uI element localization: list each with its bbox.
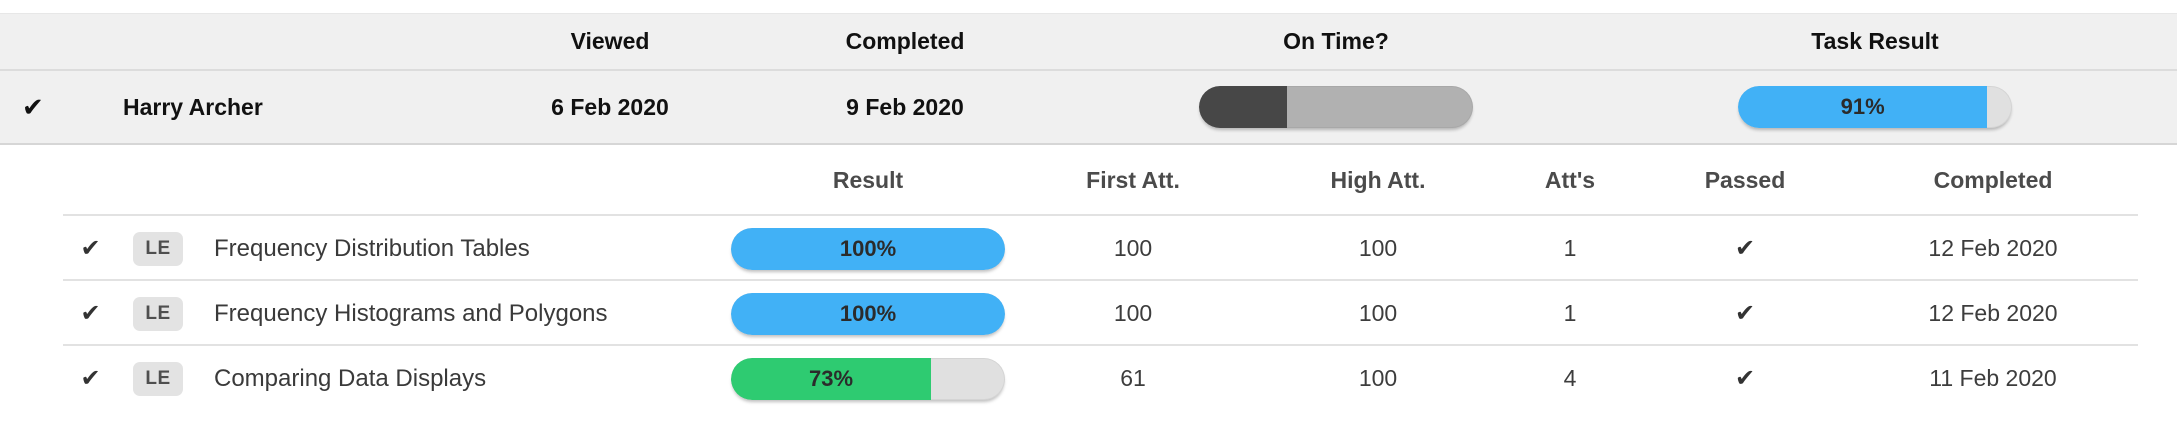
task-result-bar[interactable]: 91% xyxy=(1738,86,2012,128)
high-attempt-score: 100 xyxy=(1358,365,1398,391)
col-header-high-att: High Att. xyxy=(1330,167,1426,193)
on-time-bar-fill xyxy=(1199,86,1287,128)
viewed-check-icon: ✔ xyxy=(80,234,101,262)
subtask-title[interactable]: Comparing Data Displays xyxy=(214,364,487,392)
first-attempt-score: 61 xyxy=(1120,365,1146,391)
subtasks-table: Result First Att. High Att. Att's Passed… xyxy=(0,145,2177,411)
completed-date: 11 Feb 2020 xyxy=(1929,365,2057,391)
viewed-check-cell: ✔ xyxy=(63,364,118,392)
col-header-first-att: First Att. xyxy=(1086,167,1180,193)
high-attempt-score: 100 xyxy=(1358,235,1398,261)
attempts-count: 1 xyxy=(1563,300,1577,326)
subtask-row[interactable]: ✔ LE Comparing Data Displays 73% 61 100 … xyxy=(0,346,2177,411)
on-time-bar[interactable] xyxy=(1199,86,1473,128)
viewed-check-cell: ✔ xyxy=(63,234,118,262)
completed-date: 9 Feb 2020 xyxy=(846,93,964,120)
attempts-count: 4 xyxy=(1563,365,1577,391)
badge-cell: LE xyxy=(118,361,198,396)
passed-cell: ✔ xyxy=(1642,364,1848,392)
lesson-type-badge: LE xyxy=(133,231,183,266)
task-result-percent-label: 91% xyxy=(1840,94,1885,119)
high-attempt-score: 100 xyxy=(1358,300,1398,326)
col-header-task-result: Task Result xyxy=(1811,28,1939,54)
lesson-type-badge: LE xyxy=(133,361,183,396)
col-header-completed: Completed xyxy=(1933,167,2053,193)
subtable-body: ✔ LE Frequency Distribution Tables 100% … xyxy=(0,216,2177,411)
badge-cell: LE xyxy=(118,296,198,331)
student-name: Harry Archer xyxy=(123,93,263,120)
passed-check-icon: ✔ xyxy=(1734,299,1756,327)
first-attempt-score: 100 xyxy=(1113,300,1153,326)
col-header-atts: Att's xyxy=(1544,167,1596,193)
passed-check-icon: ✔ xyxy=(1734,364,1756,392)
viewed-check-icon: ✔ xyxy=(80,364,101,392)
result-percent-label: 100% xyxy=(839,235,897,261)
viewed-date: 6 Feb 2020 xyxy=(551,93,669,120)
result-percent-label: 73% xyxy=(808,365,854,391)
on-time-cell xyxy=(1060,86,1612,128)
passed-cell: ✔ xyxy=(1642,299,1848,327)
result-percent-label: 100% xyxy=(839,300,897,326)
col-header-passed: Passed xyxy=(1704,167,1786,193)
subtask-title[interactable]: Frequency Histograms and Polygons xyxy=(214,299,608,327)
col-header-viewed: Viewed xyxy=(570,28,650,54)
col-header-on-time: On Time? xyxy=(1283,28,1389,54)
result-bar[interactable]: 100% xyxy=(731,227,1005,270)
viewed-check-icon: ✔ xyxy=(80,299,101,327)
viewed-check-icon: ✔ xyxy=(22,92,44,122)
student-summary-row[interactable]: ✔ Harry Archer 6 Feb 2020 9 Feb 2020 91% xyxy=(0,71,2177,143)
subtask-row[interactable]: ✔ LE Frequency Histograms and Polygons 1… xyxy=(0,281,2177,346)
assignment-progress-report: Viewed Completed On Time? Task Result ✔ … xyxy=(0,13,2177,439)
col-header-result: Result xyxy=(832,167,904,193)
subtable-header-row: Result First Att. High Att. Att's Passed… xyxy=(0,145,2177,216)
task-result-cell: 91% xyxy=(1612,86,2138,128)
task-result-bar-fill: 91% xyxy=(1738,86,1988,128)
result-cell: 100% xyxy=(728,292,1008,335)
result-cell: 73% xyxy=(728,357,1008,400)
result-bar-fill: 73% xyxy=(731,357,932,400)
result-cell: 100% xyxy=(728,227,1008,270)
col-header-completed: Completed xyxy=(845,28,965,54)
result-bar-fill: 100% xyxy=(731,292,1005,335)
completed-date: 12 Feb 2020 xyxy=(1928,300,2058,326)
summary-header-row: Viewed Completed On Time? Task Result xyxy=(0,14,2177,71)
viewed-check-cell: ✔ xyxy=(0,94,75,120)
badge-cell: LE xyxy=(118,231,198,266)
subtask-title[interactable]: Frequency Distribution Tables xyxy=(214,234,530,262)
completed-date: 12 Feb 2020 xyxy=(1928,235,2058,261)
result-bar[interactable]: 100% xyxy=(731,292,1005,335)
passed-cell: ✔ xyxy=(1642,234,1848,262)
passed-check-icon: ✔ xyxy=(1734,234,1756,262)
task-summary-band: Viewed Completed On Time? Task Result ✔ … xyxy=(0,13,2177,145)
lesson-type-badge: LE xyxy=(133,296,183,331)
result-bar-fill: 100% xyxy=(731,227,1005,270)
first-attempt-score: 100 xyxy=(1113,235,1153,261)
subtask-row[interactable]: ✔ LE Frequency Distribution Tables 100% … xyxy=(0,216,2177,281)
result-bar[interactable]: 73% xyxy=(731,357,1005,400)
viewed-check-cell: ✔ xyxy=(63,299,118,327)
attempts-count: 1 xyxy=(1563,235,1577,261)
